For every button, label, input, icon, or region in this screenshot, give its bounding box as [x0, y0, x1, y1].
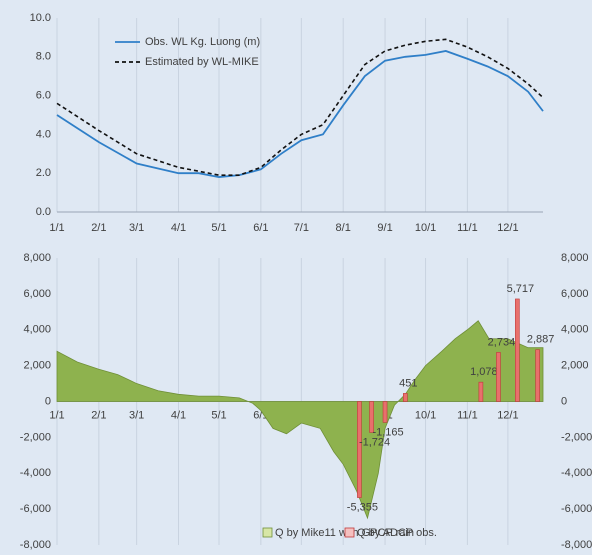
x-tick-label: 10/1 [415, 409, 436, 421]
y2-tick-label: 4,000 [561, 324, 589, 336]
line-series [56, 50, 544, 178]
y-tick-label: 2.0 [36, 167, 51, 179]
x-tick-label: 12/1 [497, 222, 518, 234]
bar [535, 349, 540, 402]
y2-tick-label: 8,000 [561, 252, 589, 264]
y-tick-label: -4,000 [20, 467, 51, 479]
y-tick-label: -8,000 [20, 539, 51, 550]
y-tick-label: 0.0 [36, 206, 51, 218]
x-tick-label: 2/1 [91, 409, 106, 421]
value-label: 5,717 [507, 283, 535, 295]
y-tick-label: 10.0 [30, 12, 51, 24]
y2-tick-label: -6,000 [561, 503, 592, 515]
x-tick-label: 11/1 [457, 222, 478, 234]
y-tick-label: 8.0 [36, 51, 51, 63]
value-label: 2,887 [527, 334, 555, 346]
bar [515, 298, 520, 402]
bar [357, 401, 362, 498]
x-tick-label: 3/1 [129, 409, 144, 421]
x-tick-label: 4/1 [171, 222, 186, 234]
x-tick-label: 10/1 [415, 222, 436, 234]
x-tick-label: 3/1 [129, 222, 144, 234]
bar [496, 352, 501, 402]
x-tick-label: 5/1 [211, 409, 226, 421]
bar [402, 393, 408, 402]
x-tick-label: 9/1 [377, 222, 392, 234]
y2-tick-label: -2,000 [561, 431, 592, 443]
y2-tick-label: 2,000 [561, 360, 589, 372]
y-tick-label: -6,000 [20, 503, 51, 515]
legend-label: Q by Mike11 with GPCP rain [275, 527, 414, 539]
y-tick-label: 6.0 [36, 90, 51, 102]
legend-swatch [262, 527, 273, 538]
bar [382, 401, 388, 423]
x-tick-label: 8/1 [336, 222, 351, 234]
x-tick-label: 12/1 [497, 409, 518, 421]
x-tick-label: 5/1 [211, 222, 226, 234]
value-label: 2,734 [488, 336, 516, 348]
x-tick-label: 7/1 [294, 222, 309, 234]
y2-tick-label: -4,000 [561, 467, 592, 479]
legend-label: Q by ADCP obs. [357, 527, 437, 539]
x-tick-label: 1/1 [49, 409, 64, 421]
y2-tick-label: 0 [561, 395, 567, 407]
y-tick-label: -2,000 [20, 431, 51, 443]
legend-swatch [344, 527, 355, 538]
value-label: -1,724 [359, 436, 390, 448]
y-tick-label: 4,000 [23, 324, 51, 336]
value-label: -1,165 [372, 426, 403, 438]
value-label: 1,078 [470, 366, 498, 378]
legend-label: Estimated by WL-MIKE [145, 56, 259, 68]
x-tick-label: 6/1 [253, 222, 268, 234]
y2-tick-label: 6,000 [561, 288, 589, 300]
y-tick-label: 4.0 [36, 128, 51, 140]
legend-label: Obs. WL Kg. Luong (m) [145, 36, 260, 48]
area-series [56, 320, 544, 520]
value-label: -5,355 [347, 501, 378, 513]
x-tick-label: 11/1 [457, 409, 478, 421]
y-tick-label: 8,000 [23, 252, 51, 264]
line-series [56, 38, 544, 176]
bar [478, 381, 484, 402]
y-tick-label: 0 [45, 395, 51, 407]
y-tick-label: 6,000 [23, 288, 51, 300]
bar [369, 401, 374, 433]
y2-tick-label: -8,000 [561, 539, 592, 550]
x-tick-label: 1/1 [49, 222, 64, 234]
x-tick-label: 2/1 [91, 222, 106, 234]
x-tick-label: 4/1 [171, 409, 186, 421]
value-label: 451 [399, 377, 417, 389]
y-tick-label: 2,000 [23, 360, 51, 372]
